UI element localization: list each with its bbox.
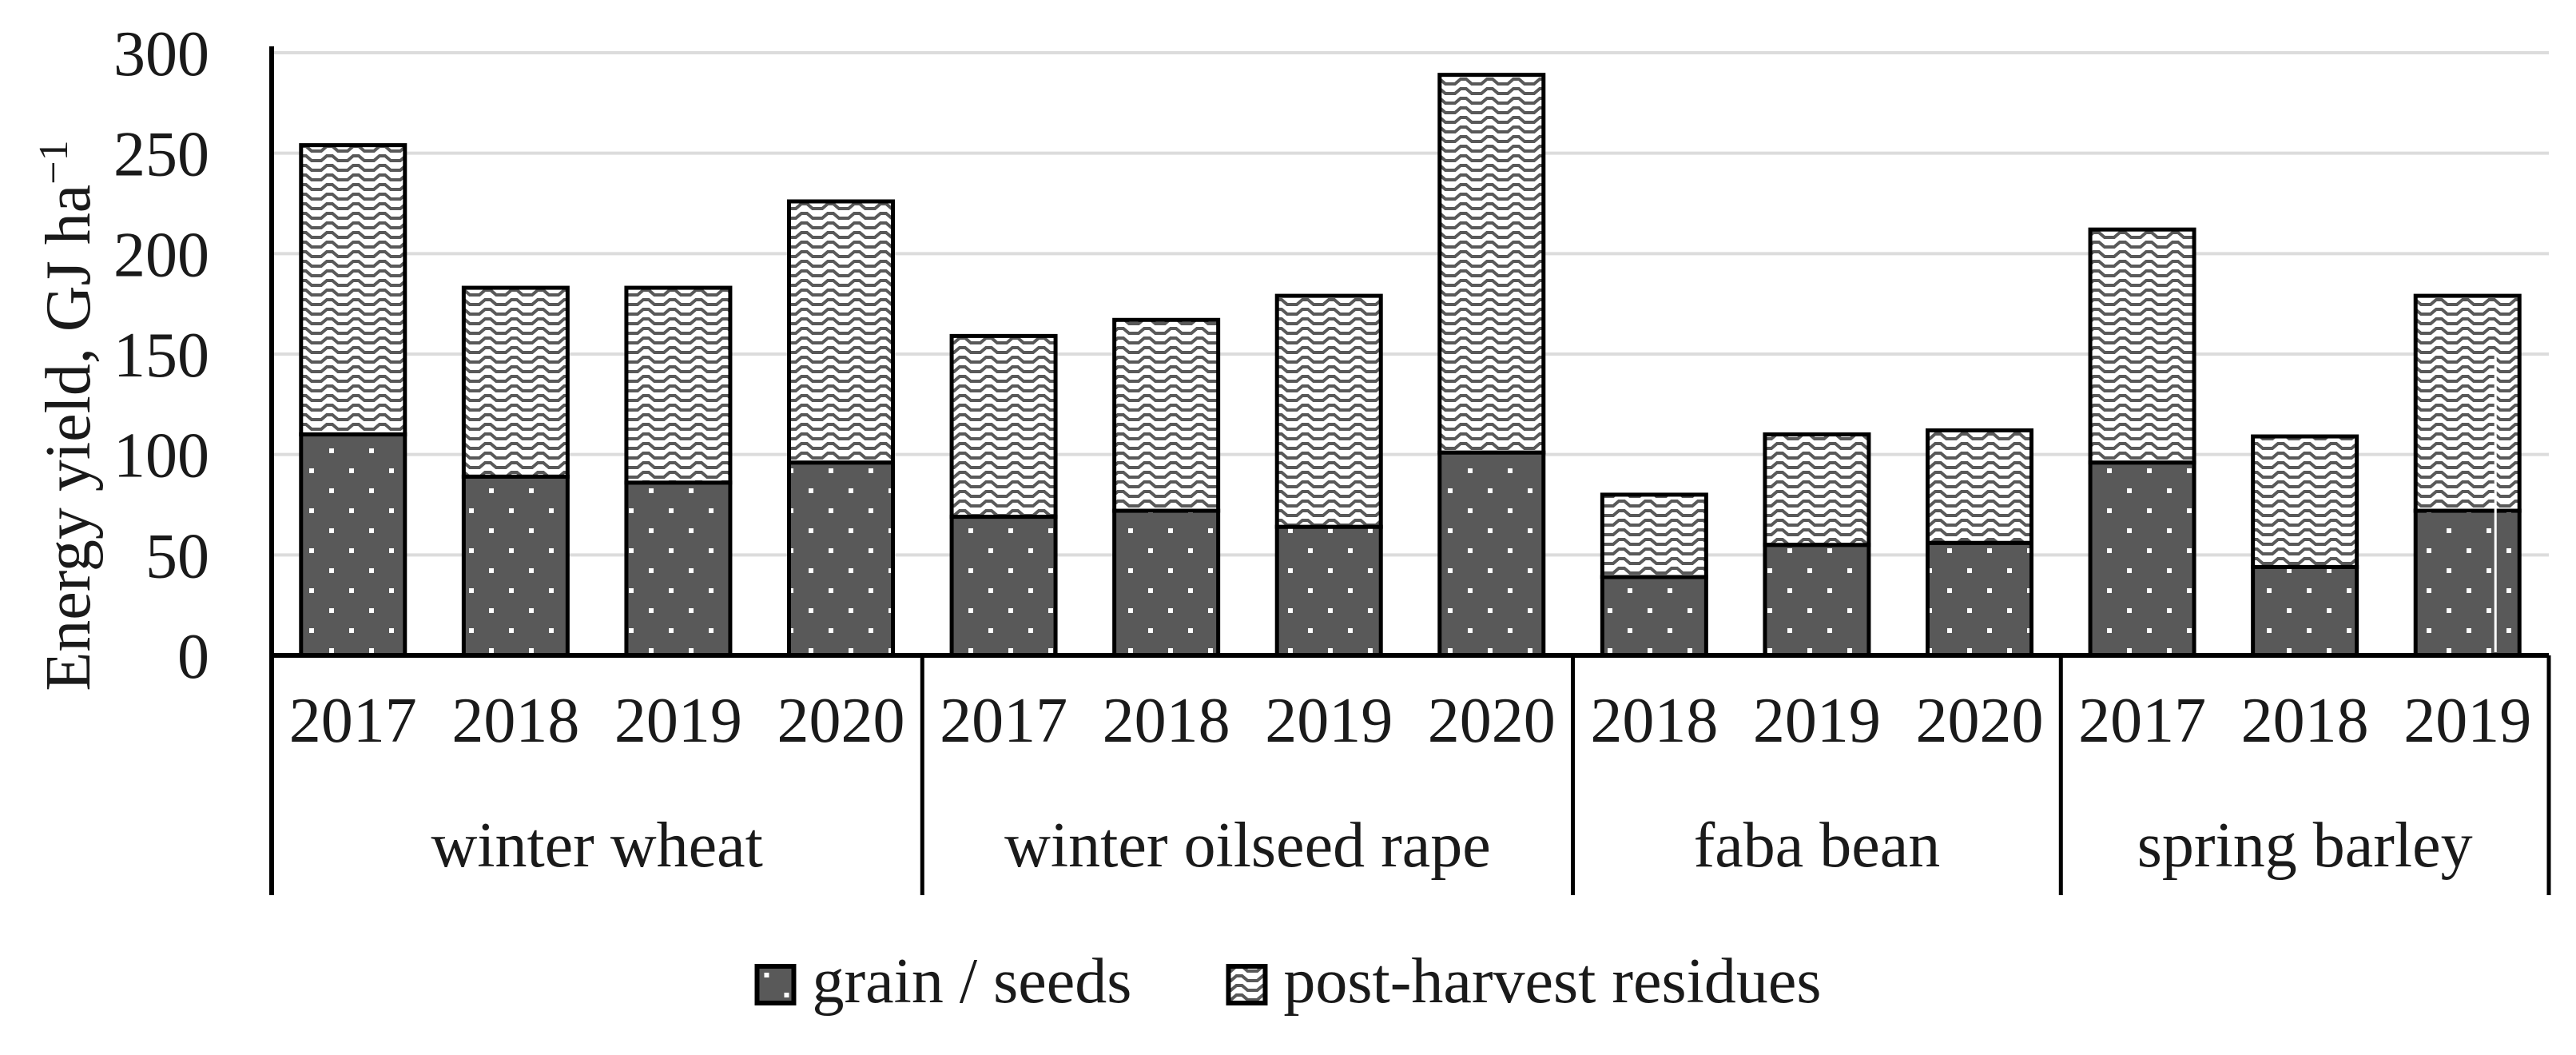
bar-grain-seeds-segment xyxy=(1274,524,1383,658)
bar-grain-seeds-segment xyxy=(624,480,733,658)
bar-post-harvest-residues-segment xyxy=(1600,492,1708,579)
bar-post-harvest-residues-segment xyxy=(949,333,1058,520)
y-axis-title-base: Energy yield, GJ ha xyxy=(34,185,104,691)
bar-post-harvest-residues-segment xyxy=(2088,227,2196,465)
year-tick-label: 2018 xyxy=(451,686,579,756)
bar-post-harvest-residues-segment xyxy=(1274,293,1383,529)
year-tick-label: 2017 xyxy=(2078,686,2206,756)
bar-grain-seeds-segment xyxy=(949,515,1058,658)
year-tick-label: 2019 xyxy=(1265,686,1393,756)
y-tick-label: 300 xyxy=(113,19,209,90)
bar-grain-seeds-segment xyxy=(461,474,570,658)
year-tick-label: 2020 xyxy=(1916,686,2044,756)
y-tick-label: 200 xyxy=(113,220,209,290)
legend-item-post-harvest-residues: post-harvest residues xyxy=(1226,946,1822,1020)
bar-grain-seeds-segment xyxy=(2413,508,2522,658)
year-tick-label: 2018 xyxy=(1103,686,1230,756)
y-axis-title-superscript: −1 xyxy=(31,140,77,184)
year-tick-label: 2018 xyxy=(2241,686,2369,756)
bar-post-harvest-residues-segment xyxy=(624,285,733,485)
bar-grain-seeds-segment xyxy=(299,432,407,658)
bar-post-harvest-residues-segment xyxy=(1112,317,1221,513)
year-tick-label: 2019 xyxy=(614,686,742,756)
year-tick-label: 2020 xyxy=(1428,686,1556,756)
year-tick-label: 2019 xyxy=(1753,686,1881,756)
bar-grain-seeds-segment xyxy=(2088,460,2196,658)
y-axis-title: Energy yield, GJ ha−1 xyxy=(31,140,104,691)
legend-label-grain-seeds: grain / seeds xyxy=(812,946,1132,1017)
axes-layer xyxy=(269,46,2549,895)
bar-post-harvest-residues-segment xyxy=(299,143,407,437)
year-tick-label: 2017 xyxy=(289,686,417,756)
bar-grain-seeds-segment xyxy=(1437,450,1546,658)
y-tick-label: 0 xyxy=(177,622,209,692)
bar-grain-seeds-segment xyxy=(1926,540,2033,658)
bar-grain-seeds-segment xyxy=(1763,543,1871,658)
group-label: faba bean xyxy=(1694,810,1941,881)
y-tick-label: 250 xyxy=(113,120,209,190)
bar-grain-seeds-segment xyxy=(1600,575,1708,658)
y-tick-label: 50 xyxy=(145,521,209,591)
legend: grain / seeds post-harvest residues xyxy=(754,946,1822,1020)
bar-post-harvest-residues-segment xyxy=(2413,293,2522,513)
group-label: spring barley xyxy=(2137,810,2473,881)
bar-post-harvest-residues-segment xyxy=(1763,432,1871,547)
bar-post-harvest-residues-segment xyxy=(2251,434,2359,569)
bar-grain-seeds-segment xyxy=(1112,508,1221,658)
grain-seeds-swatch-icon xyxy=(754,964,797,1005)
year-tick-label: 2019 xyxy=(2403,686,2531,756)
year-tick-label: 2020 xyxy=(777,686,905,756)
post-harvest-residues-swatch-icon xyxy=(1226,964,1268,1005)
legend-label-post-harvest-residues: post-harvest residues xyxy=(1283,946,1822,1017)
bar-grain-seeds-segment xyxy=(2251,564,2359,658)
group-label: winter wheat xyxy=(431,810,762,881)
bar-post-harvest-residues-segment xyxy=(1926,428,2033,545)
legend-item-grain-seeds: grain / seeds xyxy=(754,950,1131,1020)
y-tick-label: 150 xyxy=(113,320,209,391)
bar-post-harvest-residues-segment xyxy=(787,199,895,465)
bar-post-harvest-residues-segment xyxy=(461,285,570,479)
y-tick-label: 100 xyxy=(113,421,209,492)
year-tick-label: 2018 xyxy=(1590,686,1718,756)
group-label: winter oilseed rape xyxy=(1004,810,1491,881)
bar-grain-seeds-segment xyxy=(787,460,895,658)
bar-post-harvest-residues-segment xyxy=(1437,73,1546,455)
category-separators-layer xyxy=(920,655,2551,895)
year-tick-label: 2017 xyxy=(940,686,1067,756)
bars-layer xyxy=(299,73,2522,658)
gridlines-layer xyxy=(274,51,2549,557)
